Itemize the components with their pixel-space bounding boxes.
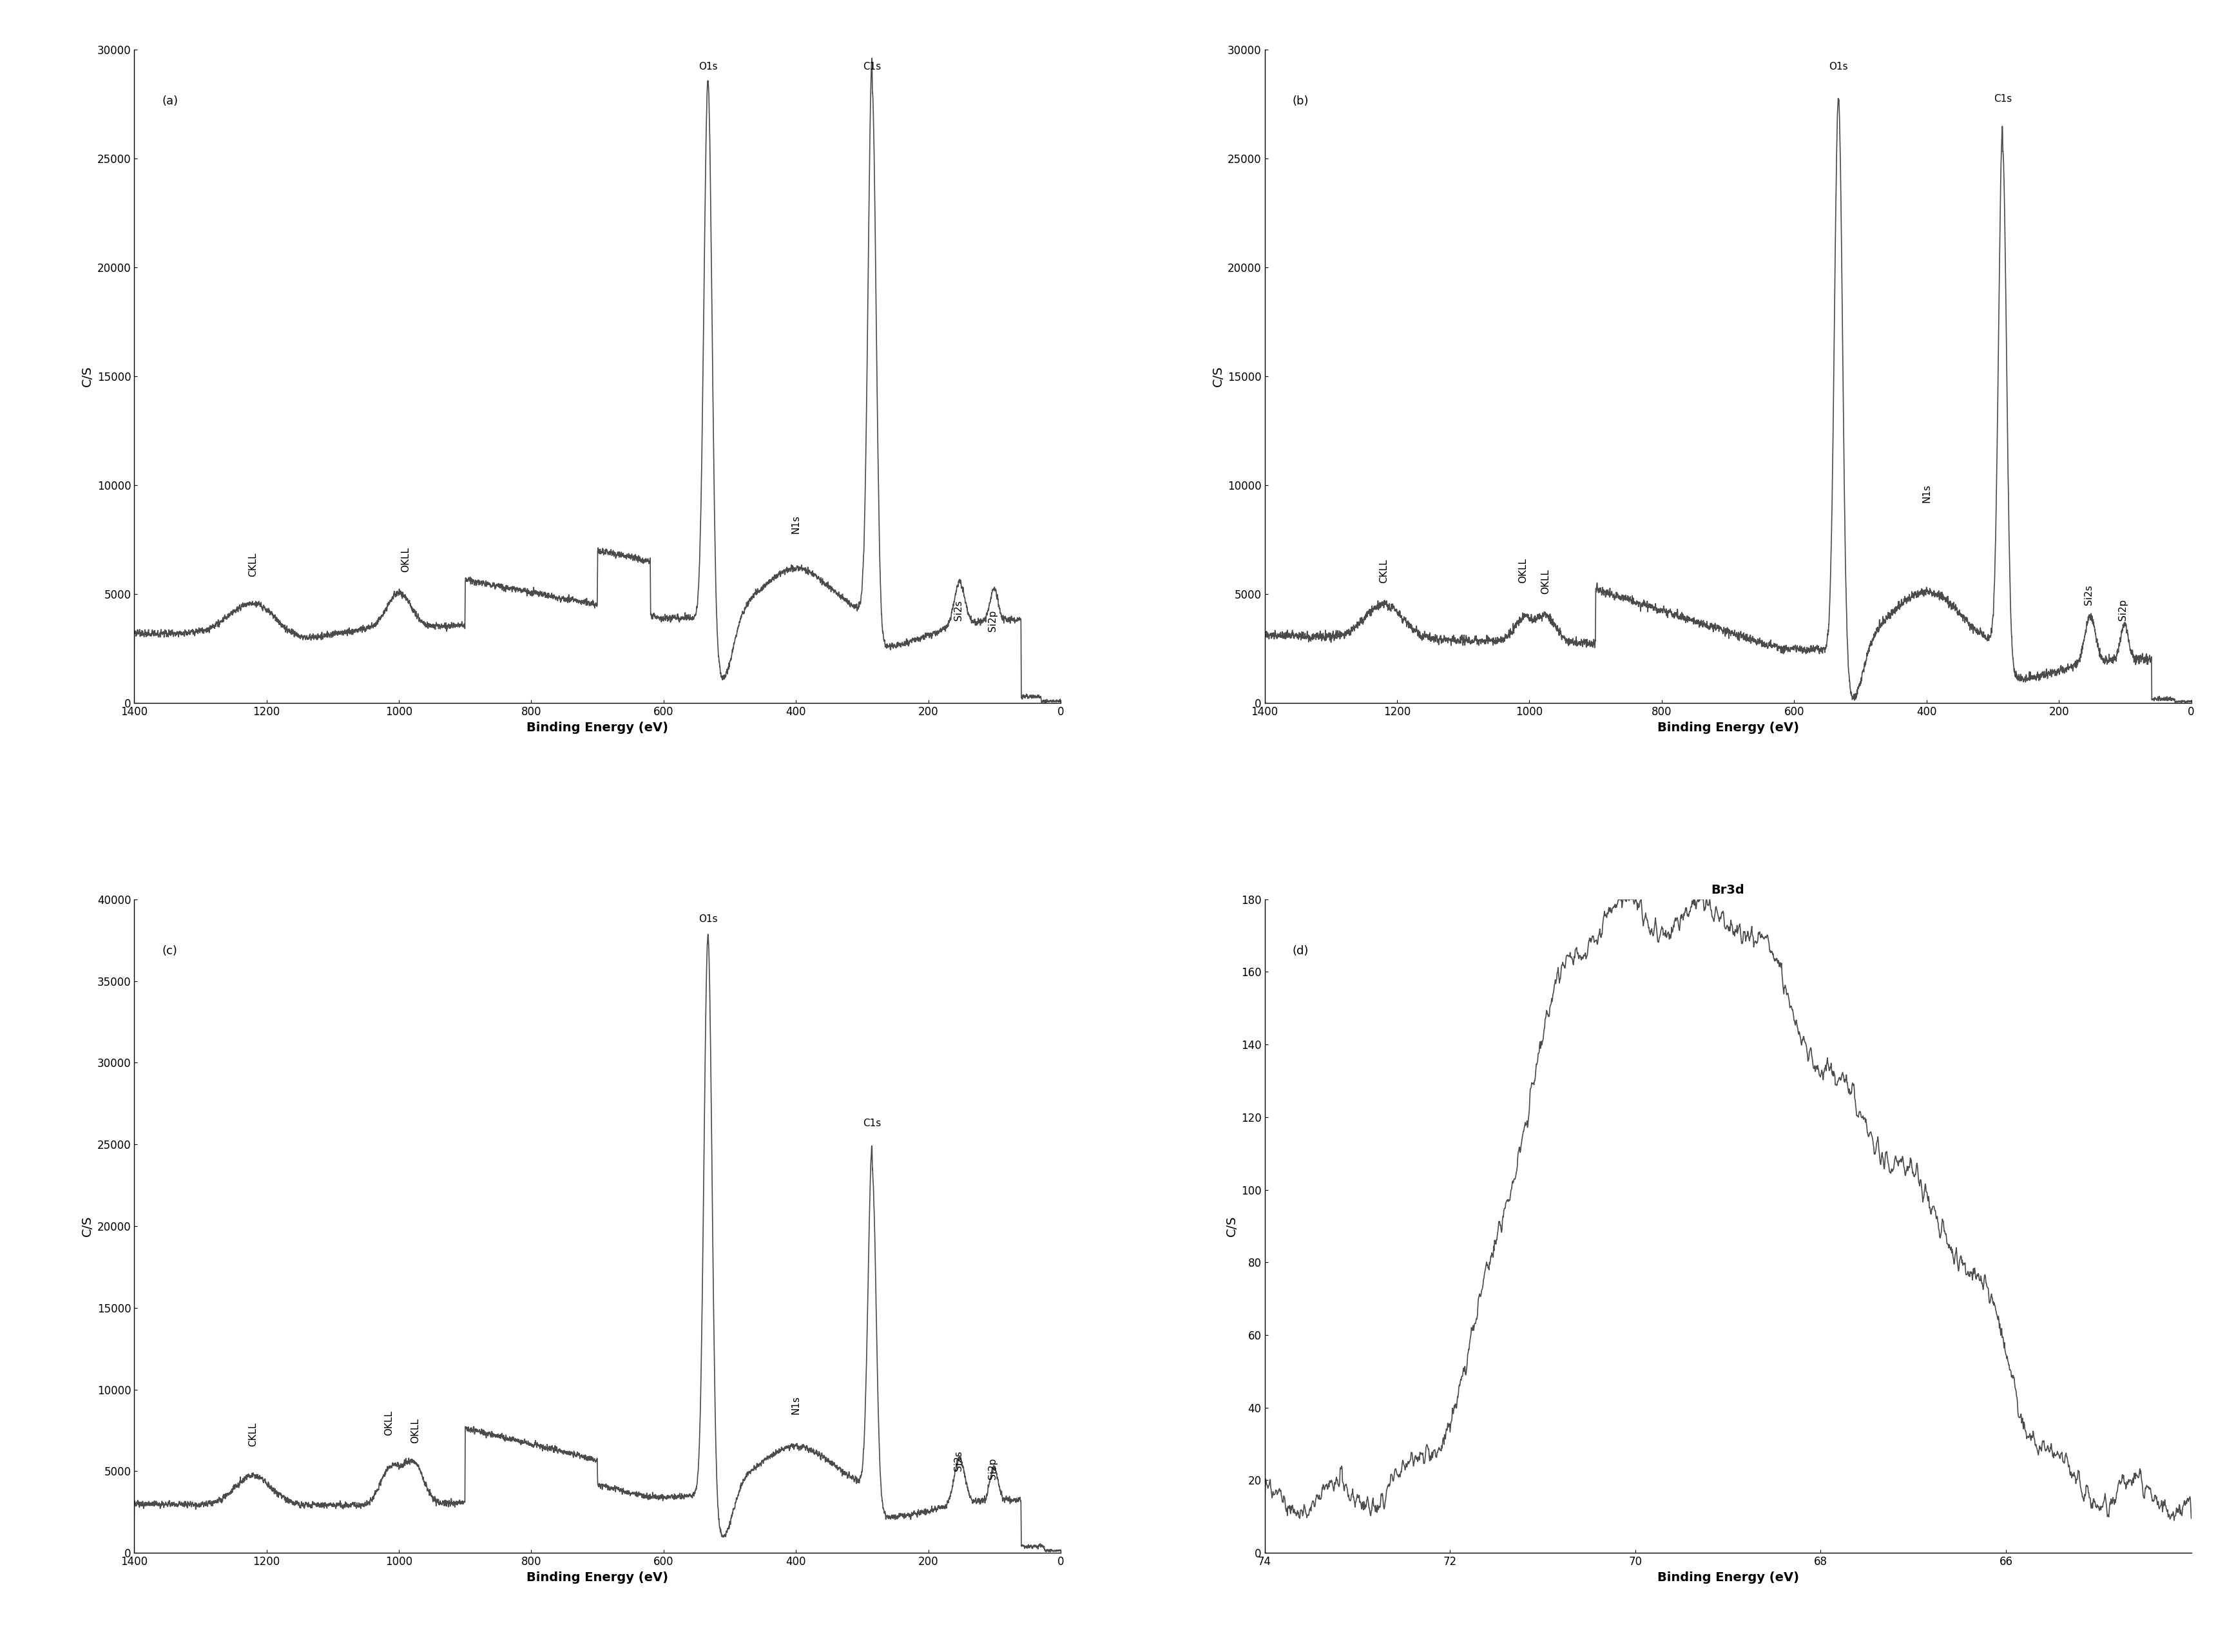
Text: O1s: O1s [1829,61,1847,71]
Text: OKLL: OKLL [1518,558,1527,583]
Text: Si2p: Si2p [2117,600,2129,621]
Text: Si2s: Si2s [2084,585,2093,605]
Text: Si2s: Si2s [953,600,964,621]
Y-axis label: C/S: C/S [1225,1216,1237,1237]
Text: CKLL: CKLL [248,1422,257,1447]
Text: OKLL: OKLL [400,547,411,573]
Title: Br3d: Br3d [1711,884,1744,897]
Text: O1s: O1s [698,61,718,71]
Text: N1s: N1s [1921,484,1932,502]
Text: C1s: C1s [863,1118,881,1128]
X-axis label: Binding Energy (eV): Binding Energy (eV) [1657,1571,1798,1583]
Text: N1s: N1s [792,514,800,534]
Text: Si2s: Si2s [953,1450,964,1472]
Text: C1s: C1s [1995,94,2012,104]
Y-axis label: C/S: C/S [80,1216,94,1237]
Text: (a): (a) [161,96,179,107]
Text: Si2p: Si2p [988,1457,997,1479]
Text: OKLL: OKLL [1541,568,1552,595]
Text: (c): (c) [161,945,177,957]
X-axis label: Binding Energy (eV): Binding Energy (eV) [1657,722,1798,733]
Text: OKLL: OKLL [411,1419,420,1444]
Text: C1s: C1s [863,61,881,71]
Text: CKLL: CKLL [248,552,257,577]
Text: Si2p: Si2p [988,610,997,631]
Text: (b): (b) [1292,96,1308,107]
Text: CKLL: CKLL [1380,558,1389,583]
Text: OKLL: OKLL [385,1411,394,1436]
Text: (d): (d) [1292,945,1308,957]
Y-axis label: C/S: C/S [80,365,94,387]
Text: O1s: O1s [698,914,718,923]
Y-axis label: C/S: C/S [1212,365,1223,387]
Text: N1s: N1s [792,1396,800,1414]
X-axis label: Binding Energy (eV): Binding Energy (eV) [528,1571,669,1583]
X-axis label: Binding Energy (eV): Binding Energy (eV) [528,722,669,733]
